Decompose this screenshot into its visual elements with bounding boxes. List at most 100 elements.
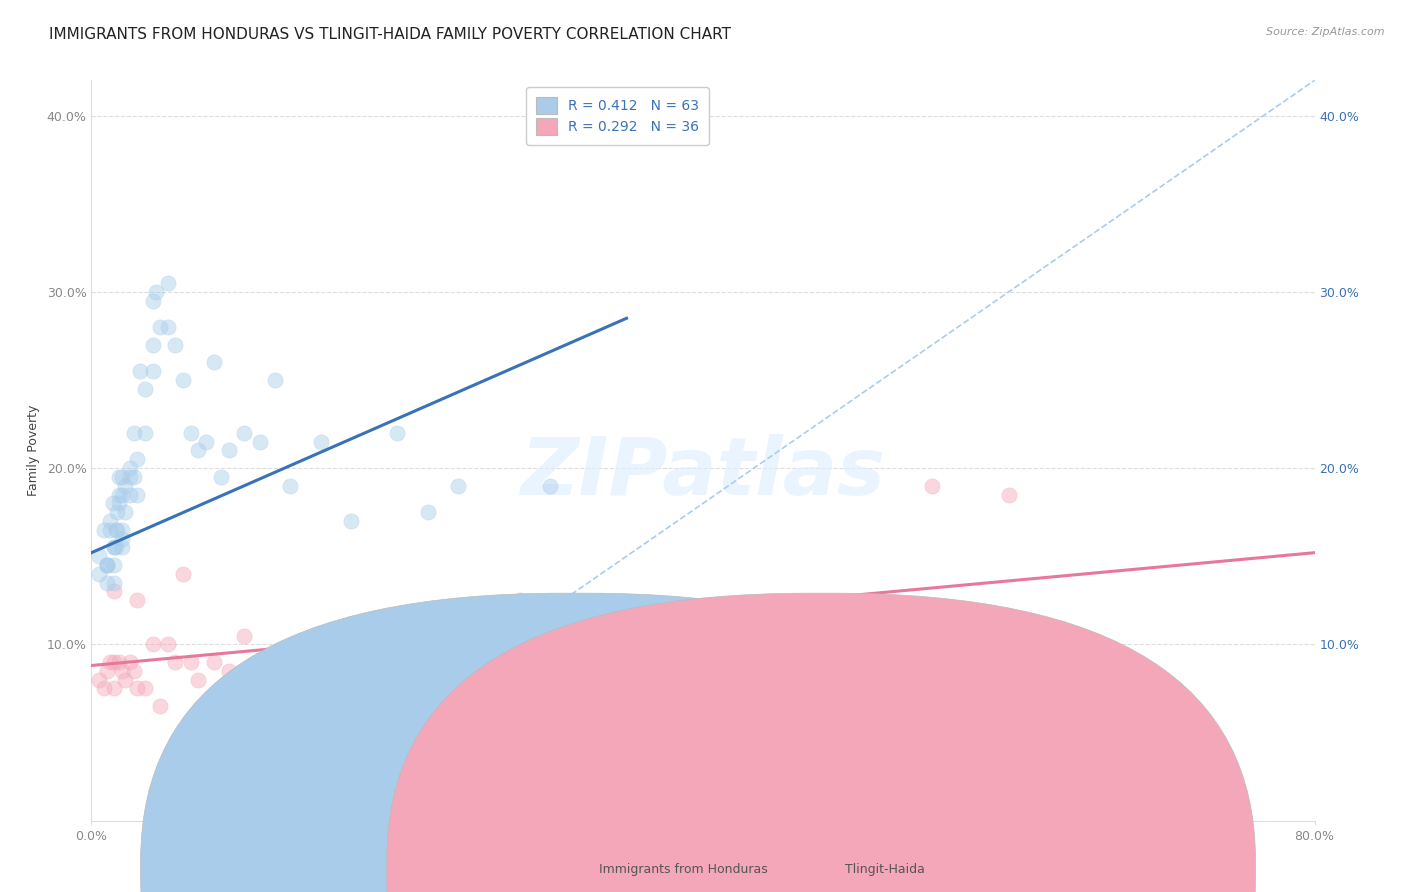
Point xyxy=(141,364,163,378)
Point xyxy=(87,673,110,687)
Point xyxy=(111,532,134,546)
Point xyxy=(156,637,179,651)
Point xyxy=(105,505,128,519)
Point xyxy=(111,664,134,678)
Point xyxy=(98,523,121,537)
Point xyxy=(340,673,363,687)
Point xyxy=(145,285,167,299)
Point xyxy=(309,655,332,669)
Point xyxy=(127,593,149,607)
Point xyxy=(141,637,163,651)
Point xyxy=(134,681,156,696)
Point xyxy=(149,699,172,714)
Point xyxy=(122,664,145,678)
Point xyxy=(96,558,118,572)
Point xyxy=(799,664,821,678)
Point xyxy=(180,655,202,669)
Point xyxy=(103,575,125,590)
Point xyxy=(187,443,209,458)
Point xyxy=(114,479,136,493)
Point xyxy=(134,382,156,396)
Point xyxy=(538,479,561,493)
Point xyxy=(103,655,125,669)
Point xyxy=(118,461,141,475)
Point xyxy=(202,655,225,669)
Point xyxy=(149,320,172,334)
Point xyxy=(114,505,136,519)
Point xyxy=(104,523,127,537)
Point xyxy=(105,523,128,537)
Point xyxy=(103,541,125,555)
Point xyxy=(118,655,141,669)
Point xyxy=(111,470,134,484)
Point xyxy=(340,514,363,528)
Point xyxy=(180,425,202,440)
Point xyxy=(264,373,287,387)
Legend: R = 0.412   N = 63, R = 0.292   N = 36: R = 0.412 N = 63, R = 0.292 N = 36 xyxy=(526,87,709,145)
Point xyxy=(209,470,232,484)
Point xyxy=(509,593,531,607)
Point xyxy=(122,425,145,440)
Point xyxy=(156,320,179,334)
Point xyxy=(141,337,163,351)
Point xyxy=(103,558,125,572)
Point xyxy=(294,664,316,678)
Point xyxy=(447,479,470,493)
Point xyxy=(172,566,194,581)
Point xyxy=(127,487,149,501)
Text: Tlingit-Haida: Tlingit-Haida xyxy=(837,863,925,876)
Point xyxy=(233,425,256,440)
Point xyxy=(616,664,638,678)
Text: Immigrants from Honduras: Immigrants from Honduras xyxy=(591,863,768,876)
Point xyxy=(96,558,118,572)
Point xyxy=(998,487,1021,501)
Point xyxy=(111,487,134,501)
Point xyxy=(156,276,179,290)
Text: ZIPatlas: ZIPatlas xyxy=(520,434,886,512)
Point xyxy=(385,425,409,440)
Point xyxy=(218,664,240,678)
Point xyxy=(127,452,149,467)
Point xyxy=(172,373,194,387)
Text: Source: ZipAtlas.com: Source: ZipAtlas.com xyxy=(1267,27,1385,37)
Point xyxy=(218,443,240,458)
Point xyxy=(111,523,134,537)
Point xyxy=(187,673,209,687)
Point xyxy=(118,470,141,484)
Point xyxy=(108,487,131,501)
Point xyxy=(416,505,439,519)
Point xyxy=(134,425,156,440)
Point xyxy=(118,487,141,501)
Point xyxy=(93,523,115,537)
Point xyxy=(114,673,136,687)
Point xyxy=(98,655,121,669)
Point xyxy=(165,655,187,669)
Point xyxy=(249,434,271,449)
Point xyxy=(111,541,134,555)
Point xyxy=(141,293,163,308)
Point xyxy=(96,575,118,590)
Point xyxy=(87,566,110,581)
Point xyxy=(309,434,332,449)
Point xyxy=(108,655,131,669)
Point xyxy=(921,479,943,493)
Point xyxy=(101,496,124,510)
Point xyxy=(356,716,378,731)
Point xyxy=(103,541,125,555)
Point xyxy=(233,628,256,642)
Point xyxy=(122,470,145,484)
Point xyxy=(165,337,187,351)
Text: IMMIGRANTS FROM HONDURAS VS TLINGIT-HAIDA FAMILY POVERTY CORRELATION CHART: IMMIGRANTS FROM HONDURAS VS TLINGIT-HAID… xyxy=(49,27,731,42)
Point xyxy=(93,681,115,696)
Point xyxy=(278,479,301,493)
Point xyxy=(98,514,121,528)
Point xyxy=(264,655,287,669)
Point xyxy=(108,496,131,510)
Point xyxy=(195,434,218,449)
Point xyxy=(127,681,149,696)
Point xyxy=(202,355,225,369)
Point xyxy=(103,584,125,599)
Point xyxy=(129,364,152,378)
Point xyxy=(103,681,125,696)
Point xyxy=(96,664,118,678)
